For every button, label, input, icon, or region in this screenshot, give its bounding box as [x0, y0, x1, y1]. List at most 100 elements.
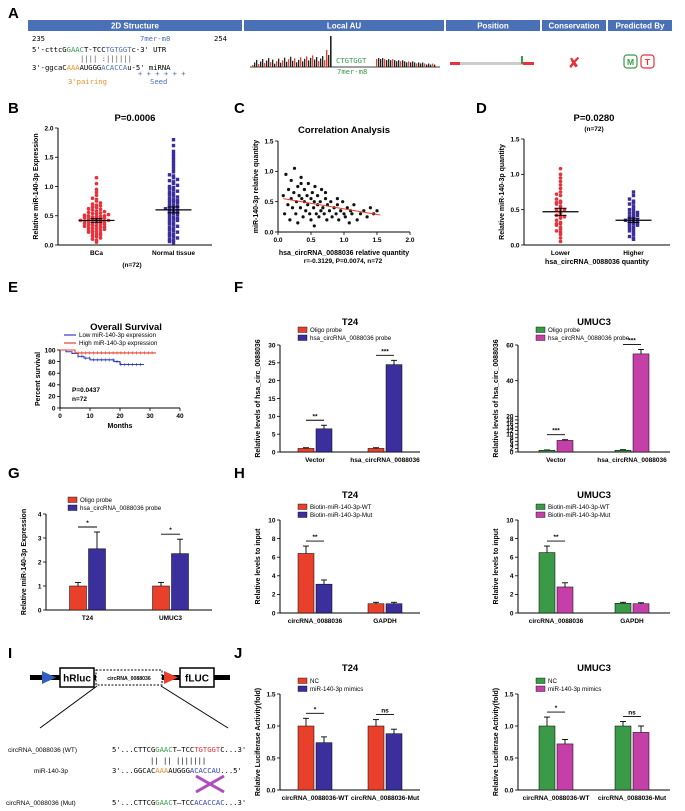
au-bar: [308, 60, 310, 67]
chart-title: T24: [342, 317, 359, 328]
data-point: [94, 197, 99, 202]
data-point: [171, 138, 176, 142]
data-point: [627, 224, 632, 228]
data-point: [171, 188, 176, 192]
data-point: [558, 236, 563, 240]
panel-d-pvalue: P=0.0280: [574, 113, 615, 124]
y-tick-label: 1.5: [264, 138, 273, 145]
significance-mark: *: [169, 527, 172, 534]
data-point: [90, 226, 95, 230]
data-point: [306, 181, 310, 186]
au-bar: [432, 63, 434, 67]
x-axis-label: hsa_circRNA_0088036 quantity: [545, 259, 649, 266]
panel-d-chart: 0.0 0.5 1.0 1.5 Relative miR-140-3p quantity…: [499, 136, 670, 266]
legend-label: hsa_circRNA_0088036 probe: [80, 505, 162, 512]
data-point: [167, 178, 172, 183]
data-point: [86, 206, 91, 211]
header-predicted-by: Predicted By: [616, 22, 665, 31]
data-point: [299, 175, 303, 179]
circrna-insert-box: [95, 669, 163, 686]
data-point: [175, 177, 180, 182]
data-point: [308, 212, 312, 216]
data-point: [334, 212, 338, 216]
legend-swatch: [535, 511, 546, 518]
au-bar: [434, 64, 436, 67]
header-cell-position: [446, 20, 540, 31]
data-point: [283, 212, 287, 216]
au-bar: [416, 63, 418, 67]
data-point: [167, 231, 172, 235]
y-tick-label: 1.0: [266, 723, 275, 730]
header-cell-2d: [28, 20, 242, 31]
bar: [556, 586, 574, 614]
panel-b-n: (n=72): [122, 262, 141, 269]
panel-g-label: G: [8, 465, 20, 482]
promoter-arrow-red-icon: [164, 671, 178, 684]
au-bar: [410, 62, 412, 67]
au-bar: [396, 61, 398, 67]
data-point: [627, 219, 632, 224]
au-bar: [402, 60, 404, 67]
data-point: [171, 176, 176, 180]
data-point: [167, 225, 172, 230]
bar: [315, 742, 333, 791]
data-point: [627, 229, 632, 233]
data-point: [171, 149, 176, 154]
data-point: [558, 220, 563, 225]
y-tick-label: 0: [52, 405, 56, 412]
y-tick-label: 1.0: [264, 169, 273, 176]
au-bar: [386, 60, 388, 67]
au-bar: [292, 60, 294, 67]
chart-title: UMUC3: [577, 663, 611, 674]
data-point: [322, 212, 326, 216]
panel-e-pvalue: P=0.0437: [72, 387, 100, 394]
data-point: [286, 187, 291, 192]
data-point: [175, 210, 180, 214]
data-point: [98, 236, 103, 240]
data-point: [554, 207, 559, 212]
x-tick-label: circRNA_0088036: [288, 618, 343, 625]
data-point: [300, 197, 304, 201]
data-point: [90, 237, 95, 241]
x-tick-label: UMUC3: [159, 615, 182, 622]
mir-label: miR-140-3p: [34, 768, 68, 775]
badge-m-text: M: [627, 57, 634, 67]
au-bar: [290, 56, 292, 67]
data-point: [562, 214, 567, 219]
data-point: [94, 193, 99, 198]
data-point: [167, 239, 172, 244]
data-point: [558, 179, 563, 184]
legend-label: Oligo probe: [548, 327, 581, 334]
y-tick-label: 20: [48, 394, 56, 401]
chart-title: UMUC3: [577, 490, 611, 501]
au-bar: [424, 63, 426, 67]
data-point: [98, 201, 103, 205]
data-point: [305, 194, 309, 198]
header-local-au: Local AU: [327, 22, 362, 31]
data-point: [635, 222, 640, 226]
panel-h-label: H: [234, 465, 245, 482]
data-point: [335, 203, 339, 207]
data-point: [319, 209, 323, 213]
legend-label: Biotin-miR-140-3p-WT: [310, 504, 372, 511]
y-tick-label: 0.5: [504, 755, 513, 762]
data-point: [306, 203, 310, 207]
y-tick-label: 1.0: [504, 723, 513, 730]
legend-label: miR-140-3p mimics: [310, 686, 363, 693]
data-point: [86, 216, 91, 221]
data-point: [335, 197, 339, 201]
data-point: [352, 203, 356, 207]
y-tick-label: 6: [510, 555, 514, 562]
y-tick-label: 8: [510, 536, 514, 543]
y-tick-label: 10: [506, 431, 514, 438]
survival-curve: [60, 349, 144, 366]
data-point: [94, 181, 99, 186]
i-base-pairs: || || |||||||: [150, 756, 206, 765]
y-tick-label: 80: [48, 359, 56, 366]
y-tick-label: 20: [268, 378, 276, 385]
y-tick-label: 0.0: [44, 242, 53, 249]
y-tick-label: 1.5: [504, 691, 513, 698]
au-bar: [252, 65, 254, 67]
au-bar: [304, 58, 306, 67]
